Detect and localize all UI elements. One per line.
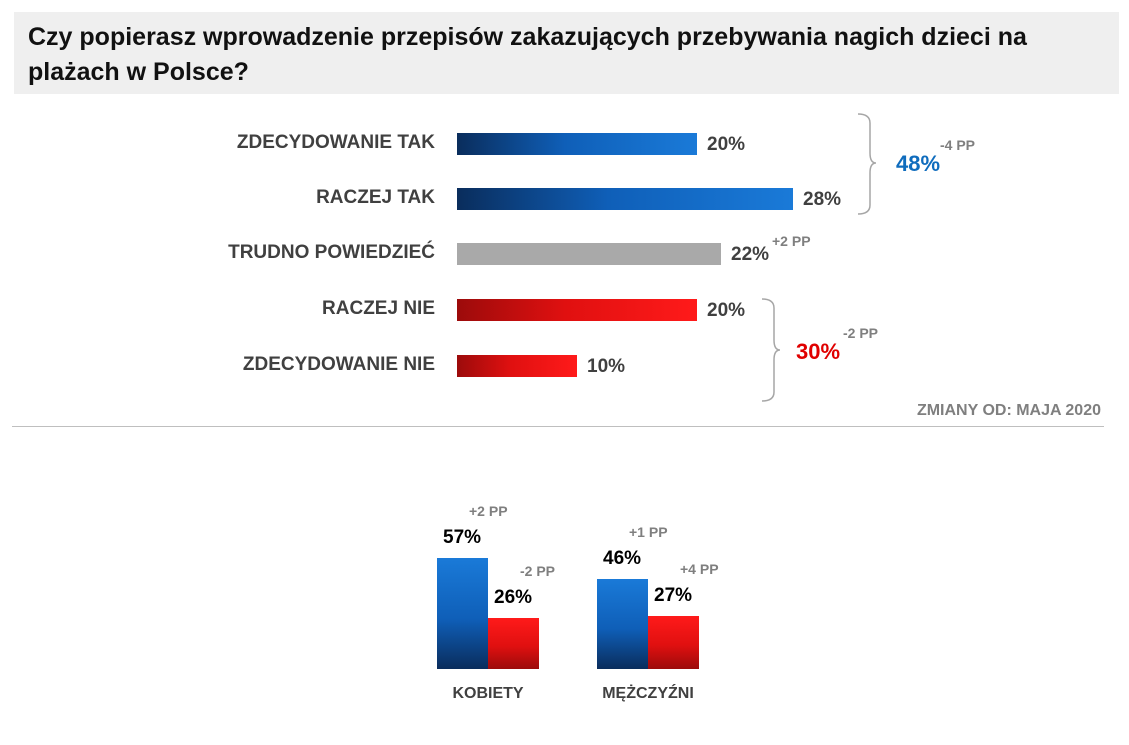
oppose-bracket	[761, 298, 781, 402]
value-label: 22%	[731, 244, 770, 265]
vertical-bar	[437, 557, 488, 669]
vertical-bar	[648, 616, 699, 669]
change-label: +4 PP	[680, 561, 719, 578]
support-total-change: -4 PP	[940, 137, 976, 153]
value-label: 20%	[707, 300, 746, 321]
group-label: MĘŻCZYŹNI	[602, 685, 694, 702]
value-label: 10%	[587, 356, 626, 377]
category-label: ZDECYDOWANIE TAK	[236, 132, 435, 153]
category-label: TRUDNO POWIEDZIEĆ	[228, 242, 435, 263]
bar	[457, 299, 697, 321]
category-label: RACZEJ NIE	[322, 298, 435, 319]
changes-note: ZMIANY OD: MAJA 2020	[916, 402, 1101, 419]
change-label: +2 PP	[469, 502, 508, 519]
change-label: +1 PP	[629, 524, 668, 541]
bar	[457, 355, 577, 377]
title-box: Czy popierasz wprowadzenie przepisów zak…	[14, 12, 1119, 94]
group-label: KOBIETY	[452, 685, 524, 702]
oppose-total: 30%	[796, 339, 841, 364]
value-label: 57%	[443, 526, 482, 548]
vertical-bar	[597, 579, 648, 669]
value-label: 28%	[803, 189, 842, 210]
bar	[457, 133, 697, 155]
category-label: RACZEJ TAK	[316, 187, 435, 208]
category-label: ZDECYDOWANIE NIE	[242, 354, 435, 375]
bar	[457, 188, 793, 210]
value-label: 46%	[603, 548, 642, 570]
support-bracket	[857, 113, 877, 215]
oppose-total-change: -2 PP	[843, 325, 879, 341]
separator-line	[12, 426, 1104, 427]
value-label: 26%	[494, 587, 533, 609]
value-label: 20%	[707, 134, 746, 155]
vertical-bar	[488, 618, 539, 669]
change-label: -2 PP	[520, 563, 556, 580]
bar	[457, 243, 721, 265]
change-label: +2 PP	[772, 233, 811, 249]
support-total: 48%	[896, 151, 941, 176]
page-title: Czy popierasz wprowadzenie przepisów zak…	[28, 23, 1027, 86]
value-label: 27%	[654, 585, 693, 607]
